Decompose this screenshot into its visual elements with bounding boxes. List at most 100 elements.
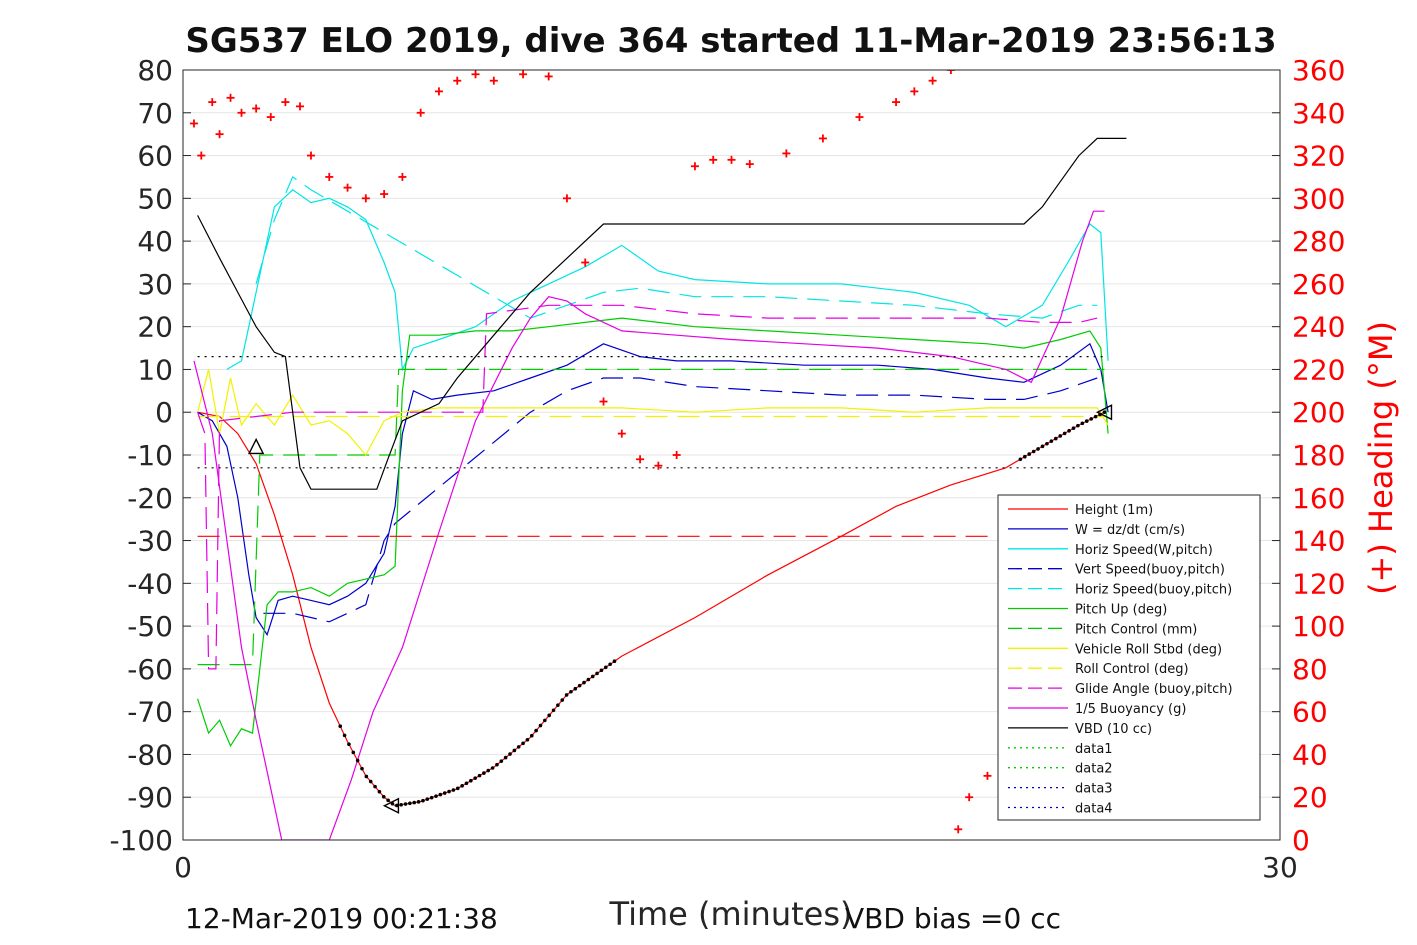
heading-point <box>416 108 425 117</box>
legend-entry: W = dz/dt (cm/s) <box>1008 523 1185 538</box>
legend-label: Vert Speed(buoy,pitch) <box>1075 563 1225 578</box>
sample-dot <box>543 718 547 723</box>
sample-dot <box>1093 414 1098 419</box>
heading-point <box>237 108 246 117</box>
x-axis-label: Time (minutes) <box>609 895 853 933</box>
heading-point <box>782 149 791 158</box>
heading-point <box>208 98 217 107</box>
right-tick-label: 220 <box>1292 353 1345 386</box>
series-line-horiz_buoy <box>255 175 1098 319</box>
heading-layer <box>189 70 1102 834</box>
sample-dot <box>560 698 565 702</box>
sample-dot <box>529 733 534 738</box>
sample-dot <box>338 724 343 729</box>
series-line-vbd <box>197 137 1127 490</box>
sample-dot <box>477 773 482 778</box>
left-tick-label: -40 <box>127 567 173 600</box>
left-tick-label: 40 <box>137 225 173 258</box>
right-tick-label: 40 <box>1292 738 1328 771</box>
series-layer <box>193 137 1127 840</box>
heading-point <box>453 76 462 85</box>
sample-dot <box>1089 417 1094 421</box>
right-tick-label: 320 <box>1292 140 1345 173</box>
left-tick-label: 60 <box>137 140 173 173</box>
sample-dot <box>464 781 469 786</box>
legend-label: data3 <box>1075 782 1113 797</box>
sample-dot <box>508 752 512 756</box>
legend-entry: VBD (10 cc) <box>1008 722 1152 737</box>
heading-point <box>617 429 626 438</box>
series-line-height <box>197 411 1105 807</box>
series-line-roll <box>197 369 1109 457</box>
left-tick-label: -70 <box>127 696 173 729</box>
sample-dot <box>368 779 373 784</box>
heading-point <box>380 190 389 199</box>
legend-label: Roll Control (deg) <box>1075 662 1189 677</box>
sample-dot <box>490 766 495 770</box>
right-tick-label: 340 <box>1292 97 1345 130</box>
legend-entry: Vert Speed(buoy,pitch) <box>1008 563 1225 578</box>
heading-point <box>226 93 235 102</box>
heading-point <box>983 771 992 780</box>
sample-dot <box>1018 457 1023 462</box>
triangle-marker <box>248 437 265 455</box>
heading-point <box>343 183 352 192</box>
legend-entry: data3 <box>1008 782 1113 797</box>
sample-dot <box>381 795 386 799</box>
sample-dot <box>512 748 517 753</box>
left-tick-label: -80 <box>127 738 173 771</box>
legend-entry: Pitch Up (deg) <box>1008 603 1167 618</box>
sample-dot <box>1067 428 1071 433</box>
left-tick-label: 80 <box>137 54 173 87</box>
series-line-pitch_ctrl <box>197 368 1105 666</box>
sample-dot <box>538 723 543 728</box>
legend-entry: data2 <box>1008 762 1113 777</box>
heading-point <box>946 70 955 74</box>
right-tick-label: 60 <box>1292 696 1328 729</box>
sample-dot <box>1040 444 1045 449</box>
heading-point <box>928 76 937 85</box>
heading-point <box>562 194 571 203</box>
sample-dot <box>416 800 421 804</box>
sample-dot <box>1036 447 1040 451</box>
legend-label: VBD (10 cc) <box>1075 722 1152 737</box>
sample-dot <box>351 750 356 755</box>
x-tick-label: 30 <box>1262 851 1298 884</box>
right-tick-label: 160 <box>1292 482 1345 515</box>
sample-dot <box>364 774 369 779</box>
sample-dot <box>429 795 434 800</box>
legend-entry: Height (1m) <box>1008 503 1153 518</box>
left-tick-label: -100 <box>109 824 173 857</box>
heading-point <box>709 155 718 164</box>
sample-dot <box>1027 452 1032 456</box>
sample-dot <box>425 797 430 801</box>
legend-label: Height (1m) <box>1075 503 1153 518</box>
heading-point <box>581 258 590 267</box>
sample-dot <box>377 789 382 794</box>
legend-entry: 1/5 Buoyancy (g) <box>1008 702 1186 717</box>
sample-dot <box>590 674 595 679</box>
heading-point <box>855 113 864 122</box>
heading-point <box>197 151 206 160</box>
legend-entry: Pitch Control (mm) <box>1008 622 1197 637</box>
legend-entry: data1 <box>1008 742 1113 757</box>
sample-dot <box>447 789 451 794</box>
left-tick-label: -60 <box>127 653 173 686</box>
sample-dot <box>1058 434 1063 438</box>
series-line-buoy <box>193 210 1105 840</box>
left-tick-label: -30 <box>127 525 173 558</box>
heading-point <box>398 172 407 181</box>
sample-dot <box>534 728 538 733</box>
left-tick-label: -20 <box>127 482 173 515</box>
sample-dot <box>360 766 364 771</box>
sample-dot <box>551 708 556 713</box>
heading-point <box>252 104 261 113</box>
right-tick-label: 180 <box>1292 439 1345 472</box>
sample-dot <box>451 788 456 792</box>
right-tick-label: 280 <box>1292 225 1345 258</box>
heading-point <box>892 98 901 107</box>
right-tick-label: 260 <box>1292 268 1345 301</box>
legend-label: 1/5 Buoyancy (g) <box>1075 702 1186 717</box>
legend-label: Horiz Speed(W,pitch) <box>1075 543 1213 558</box>
